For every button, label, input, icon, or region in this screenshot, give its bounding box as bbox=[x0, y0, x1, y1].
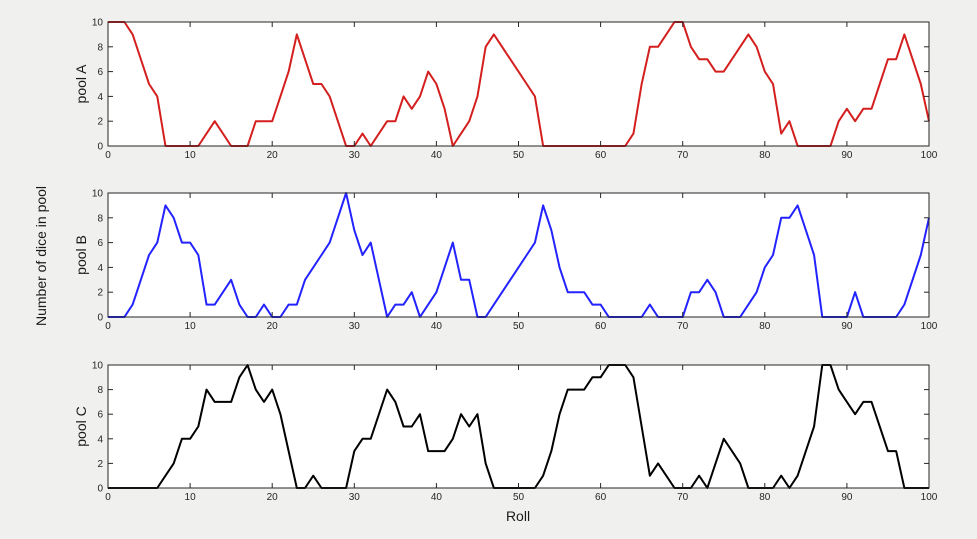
x-tick-label: 20 bbox=[267, 321, 279, 332]
x-tick-label: 0 bbox=[105, 150, 111, 161]
x-tick-label: 50 bbox=[513, 150, 525, 161]
x-tick-label: 100 bbox=[921, 150, 938, 161]
y-tick-label: 6 bbox=[97, 238, 103, 249]
x-tick-label: 60 bbox=[595, 321, 607, 332]
x-tick-label: 90 bbox=[841, 150, 853, 161]
x-tick-label: 20 bbox=[267, 150, 279, 161]
x-tick-label: 70 bbox=[677, 321, 689, 332]
y-tick-label: 8 bbox=[97, 42, 103, 53]
x-tick-label: 100 bbox=[921, 321, 938, 332]
y-tick-label: 8 bbox=[97, 385, 103, 396]
x-tick-label: 80 bbox=[759, 321, 771, 332]
plot-area bbox=[108, 365, 929, 488]
y-tick-label: 4 bbox=[97, 263, 103, 274]
x-tick-label: 10 bbox=[185, 150, 197, 161]
x-tick-label: 100 bbox=[921, 492, 938, 503]
y-axis-label: pool B bbox=[73, 235, 89, 275]
subplot-pool-a: 0 10 20 30 40 50 60 70 80 90 100 0 2 4 6 8 10 pool A bbox=[73, 18, 938, 162]
y-tick-label: 10 bbox=[92, 18, 104, 29]
x-tick-label: 50 bbox=[513, 492, 525, 503]
x-tick-label: 10 bbox=[185, 321, 197, 332]
y-tick-label: 2 bbox=[97, 459, 103, 470]
y-tick-label: 6 bbox=[97, 67, 103, 78]
subplot-pool-c: 0 10 20 30 40 50 60 70 80 90 100 0 2 4 6 8 10 pool C bbox=[73, 361, 938, 504]
x-tick-label: 80 bbox=[759, 150, 771, 161]
x-axis-label: Roll bbox=[506, 508, 530, 524]
y-tick-label: 10 bbox=[92, 189, 104, 200]
x-tick-label: 40 bbox=[431, 150, 443, 161]
x-tick-label: 70 bbox=[677, 150, 689, 161]
y-tick-label: 8 bbox=[97, 213, 103, 224]
x-tick-label: 90 bbox=[841, 492, 853, 503]
y-tick-label: 4 bbox=[97, 92, 103, 103]
y-tick-label: 0 bbox=[97, 313, 103, 324]
x-tick-label: 40 bbox=[431, 321, 443, 332]
y-tick-label: 2 bbox=[97, 288, 103, 299]
shared-y-axis-label: Number of dice in pool bbox=[33, 186, 49, 326]
x-tick-label: 40 bbox=[431, 492, 443, 503]
x-tick-label: 30 bbox=[349, 492, 361, 503]
x-tick-label: 50 bbox=[513, 321, 525, 332]
y-tick-label: 0 bbox=[97, 142, 103, 153]
x-tick-label: 30 bbox=[349, 321, 361, 332]
x-tick-label: 60 bbox=[595, 492, 607, 503]
y-tick-label: 0 bbox=[97, 484, 103, 495]
x-tick-label: 80 bbox=[759, 492, 771, 503]
x-tick-label: 70 bbox=[677, 492, 689, 503]
y-axis-label: pool A bbox=[73, 64, 89, 104]
x-tick-label: 10 bbox=[185, 492, 197, 503]
subplot-pool-b: 0 10 20 30 40 50 60 70 80 90 100 0 2 4 6 8 10 pool B bbox=[73, 189, 938, 333]
y-tick-label: 4 bbox=[97, 434, 103, 445]
y-axis-label: pool C bbox=[73, 406, 89, 446]
y-tick-label: 10 bbox=[92, 361, 104, 372]
x-tick-label: 20 bbox=[267, 492, 279, 503]
x-tick-label: 90 bbox=[841, 321, 853, 332]
y-tick-label: 6 bbox=[97, 410, 103, 421]
x-tick-label: 30 bbox=[349, 150, 361, 161]
x-tick-label: 0 bbox=[105, 492, 111, 503]
x-tick-label: 0 bbox=[105, 321, 111, 332]
plot-area bbox=[108, 22, 929, 146]
plot-area bbox=[108, 193, 929, 317]
y-tick-label: 2 bbox=[97, 117, 103, 128]
x-tick-label: 60 bbox=[595, 150, 607, 161]
